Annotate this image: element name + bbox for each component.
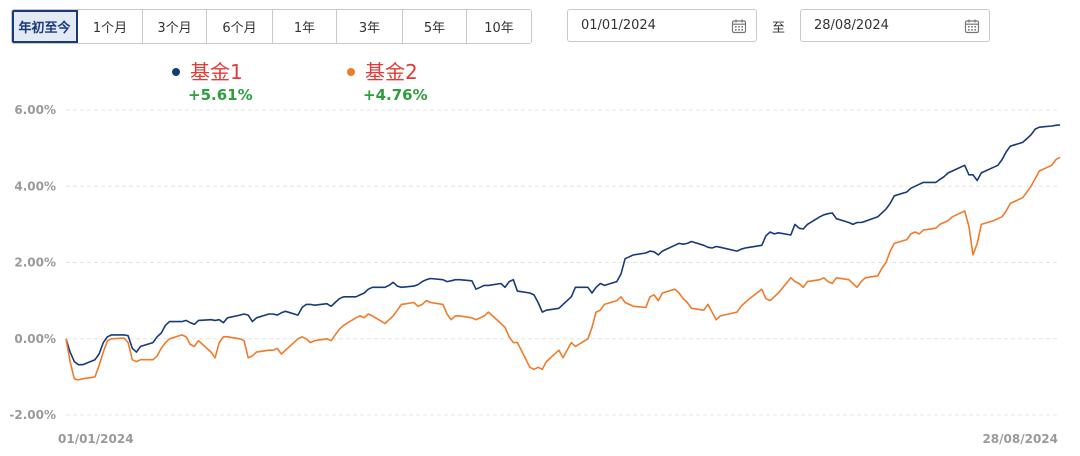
end-date-field[interactable]: 28/08/2024 bbox=[800, 9, 990, 42]
series-line-1 bbox=[65, 124, 1061, 366]
calendar-icon[interactable] bbox=[964, 18, 980, 34]
x-tick-label: 28/08/2024 bbox=[982, 432, 1058, 446]
y-tick-label: 4.00% bbox=[14, 179, 56, 193]
range-button-2[interactable]: 3个月 bbox=[143, 10, 207, 43]
legend-item-fund1[interactable]: 基金1 +5.61% bbox=[172, 60, 253, 104]
range-button-1[interactable]: 1个月 bbox=[78, 10, 143, 43]
end-date-value: 28/08/2024 bbox=[814, 18, 889, 33]
start-date-field[interactable]: 01/01/2024 bbox=[567, 9, 757, 42]
range-button-group: 年初至今 1个月 3个月 6个月 1年 3年 5年 10年 bbox=[11, 9, 532, 44]
range-button-0[interactable]: 年初至今 bbox=[12, 10, 78, 43]
series-line-2 bbox=[65, 156, 1061, 381]
legend-item-fund2[interactable]: 基金2 +4.76% bbox=[347, 60, 428, 104]
range-button-3[interactable]: 6个月 bbox=[207, 10, 273, 43]
range-button-4[interactable]: 1年 bbox=[273, 10, 337, 43]
y-tick-label: -2.00% bbox=[9, 408, 56, 422]
legend-name-fund1: 基金1 bbox=[190, 60, 243, 84]
legend-dot-fund1 bbox=[172, 68, 180, 76]
calendar-icon[interactable] bbox=[731, 18, 747, 34]
y-tick-label: 6.00% bbox=[14, 103, 56, 117]
legend-return-fund1: +5.61% bbox=[188, 86, 253, 104]
range-button-5[interactable]: 3年 bbox=[337, 10, 403, 43]
start-date-value: 01/01/2024 bbox=[581, 18, 656, 33]
date-separator: 至 bbox=[772, 21, 786, 36]
y-tick-label: 0.00% bbox=[14, 332, 56, 346]
range-button-7[interactable]: 10年 bbox=[467, 10, 531, 43]
y-tick-label: 2.00% bbox=[14, 256, 56, 270]
legend-dot-fund2 bbox=[347, 68, 355, 76]
range-button-6[interactable]: 5年 bbox=[403, 10, 467, 43]
legend-return-fund2: +4.76% bbox=[363, 86, 428, 104]
x-tick-label: 01/01/2024 bbox=[58, 432, 134, 446]
legend-name-fund2: 基金2 bbox=[365, 60, 418, 84]
